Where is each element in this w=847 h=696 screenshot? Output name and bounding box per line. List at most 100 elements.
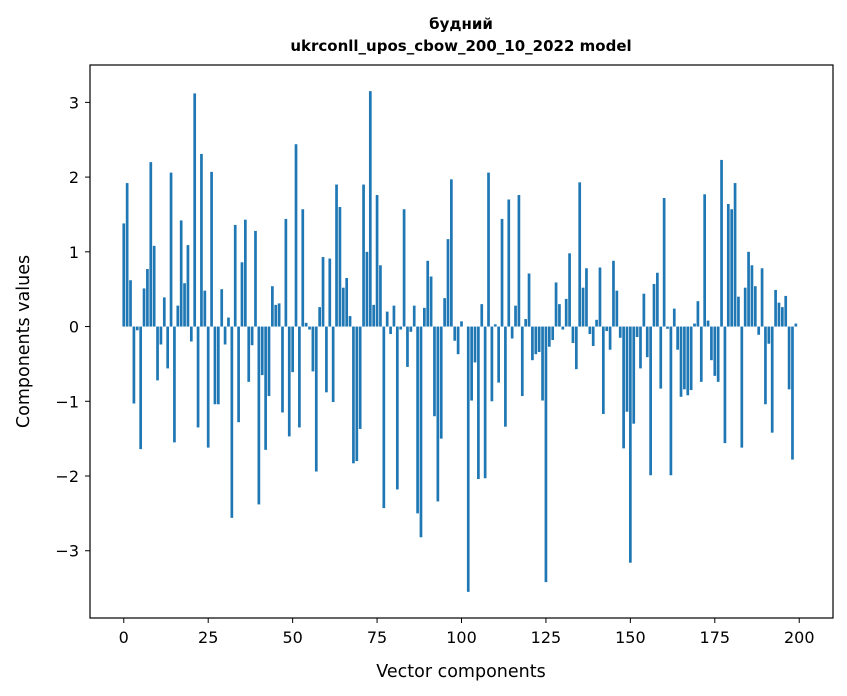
bar-component-92 xyxy=(433,326,436,417)
bar-component-138 xyxy=(588,326,592,335)
bar-component-47 xyxy=(281,326,284,413)
bar-component-193 xyxy=(774,289,777,327)
bar-component-111 xyxy=(497,326,500,383)
x-tick-label: 125 xyxy=(531,628,562,647)
bar-component-18 xyxy=(183,283,186,327)
bar-component-168 xyxy=(689,326,693,391)
bar-component-165 xyxy=(679,326,683,397)
bar-component-178 xyxy=(723,326,727,444)
bar-component-16 xyxy=(176,305,180,327)
bar-component-81 xyxy=(395,326,399,490)
bar-component-195 xyxy=(780,307,784,327)
bar-component-96 xyxy=(446,239,450,327)
bar-component-12 xyxy=(162,297,166,327)
bar-component-11 xyxy=(159,326,163,345)
bar-component-94 xyxy=(439,326,443,439)
bar-component-89 xyxy=(423,307,426,327)
bar-component-118 xyxy=(520,326,524,397)
bar-component-185 xyxy=(747,251,750,327)
bar-component-177 xyxy=(720,159,723,327)
x-axis-label: Vector components xyxy=(376,662,545,682)
bar-component-188 xyxy=(757,326,761,335)
bar-component-114 xyxy=(507,199,511,327)
bar-component-171 xyxy=(699,326,703,382)
bar-component-158 xyxy=(656,272,659,327)
bar-component-63 xyxy=(335,184,338,327)
bar-component-150 xyxy=(629,326,632,563)
bar-component-25 xyxy=(206,326,210,448)
bar-component-77 xyxy=(382,326,386,509)
bar-component-33 xyxy=(233,224,237,327)
bar-component-104 xyxy=(473,326,477,363)
bar-component-113 xyxy=(504,326,507,427)
bar-component-23 xyxy=(200,153,203,327)
bar-component-41 xyxy=(260,326,264,376)
bar-component-19 xyxy=(186,245,190,327)
bar-component-15 xyxy=(173,326,176,443)
bar-component-180 xyxy=(730,209,734,327)
bar-component-183 xyxy=(740,326,744,448)
x-tick-label: 100 xyxy=(446,628,477,647)
bar-component-142 xyxy=(601,326,605,414)
bar-component-109 xyxy=(490,326,494,402)
bar-component-126 xyxy=(547,326,551,347)
bar-component-166 xyxy=(683,326,686,390)
bar-component-78 xyxy=(385,311,389,327)
bar-component-86 xyxy=(412,305,416,327)
bar-component-17 xyxy=(179,220,183,327)
bar-component-154 xyxy=(642,293,646,327)
bar-component-179 xyxy=(726,204,730,327)
y-tick-label: 2 xyxy=(69,168,79,187)
bar-component-79 xyxy=(389,326,392,335)
bar-component-49 xyxy=(287,326,291,437)
bar-component-182 xyxy=(737,296,740,327)
bar-component-130 xyxy=(561,326,565,330)
bar-component-110 xyxy=(493,324,497,327)
bar-component-40 xyxy=(257,326,261,505)
bar-component-66 xyxy=(345,277,349,327)
bar-component-64 xyxy=(338,206,342,327)
bar-component-27 xyxy=(213,326,217,405)
bar-component-56 xyxy=(311,326,315,372)
bar-component-164 xyxy=(676,326,679,350)
bar-component-54 xyxy=(304,322,308,327)
bar-component-140 xyxy=(595,319,598,327)
x-tick-label: 200 xyxy=(784,628,815,647)
bar-component-132 xyxy=(568,253,571,327)
bar-component-98 xyxy=(453,326,457,341)
bar-component-57 xyxy=(314,326,318,472)
bar-component-159 xyxy=(659,326,663,389)
bar-component-149 xyxy=(625,326,629,412)
bar-component-115 xyxy=(510,326,514,339)
bar-component-34 xyxy=(237,326,240,423)
bar-component-197 xyxy=(787,326,791,390)
bar-component-108 xyxy=(487,172,490,327)
bar-component-145 xyxy=(612,260,615,327)
y-tick-label: −3 xyxy=(55,542,79,561)
bar-component-50 xyxy=(291,326,294,373)
y-axis-ticks: 3 2 1 0 −1 −2 −3 xyxy=(55,93,90,561)
bar-component-85 xyxy=(409,326,413,332)
bar-component-144 xyxy=(608,326,612,350)
bar-component-3 xyxy=(132,326,136,404)
bar-component-6 xyxy=(142,288,146,327)
bar-component-123 xyxy=(537,326,541,352)
bar-component-148 xyxy=(622,326,625,449)
bar-component-80 xyxy=(392,305,396,327)
bar-component-61 xyxy=(328,258,332,327)
bar-component-106 xyxy=(480,304,484,327)
bar-component-68 xyxy=(352,326,355,464)
bar-component-153 xyxy=(639,326,642,369)
y-tick-label: 0 xyxy=(69,318,79,337)
bar-component-161 xyxy=(666,326,669,329)
bar-component-22 xyxy=(196,326,200,428)
bar-component-29 xyxy=(220,289,224,327)
bar-component-95 xyxy=(443,298,446,327)
bar-component-72 xyxy=(365,251,369,327)
bar-component-7 xyxy=(146,269,149,327)
x-tick-label: 150 xyxy=(615,628,646,647)
bar-component-125 xyxy=(544,326,548,583)
bar-component-175 xyxy=(713,326,717,376)
bar-component-46 xyxy=(277,303,281,327)
